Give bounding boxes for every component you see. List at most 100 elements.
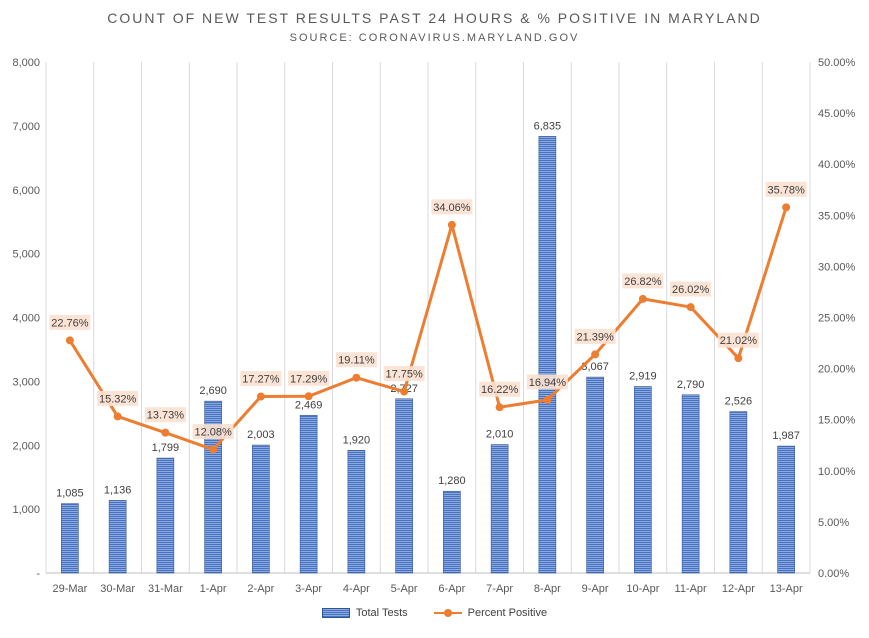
- bar: [108, 500, 127, 574]
- line-label-background: [49, 314, 91, 330]
- line-point: [113, 412, 122, 421]
- category-label: 6-Apr: [438, 583, 465, 595]
- legend-swatch-line: [433, 608, 462, 618]
- legend-swatch-bar: [321, 608, 350, 618]
- bar: [634, 386, 652, 574]
- legend-item-percent-positive: Percent Positive: [433, 607, 547, 619]
- line-label-background: [288, 370, 330, 386]
- line-point: [495, 403, 504, 412]
- line-point: [304, 392, 313, 401]
- bar: [681, 394, 700, 574]
- bar-data-label: 2,919: [629, 371, 657, 383]
- chart-subtitle: SOURCE: CORONAVIRUS.MARYLAND.GOV: [289, 32, 580, 44]
- category-label: 9-Apr: [582, 583, 609, 595]
- right-axis-tick-label: 30.00%: [818, 261, 856, 273]
- right-axis-tick-label: 25.00%: [818, 313, 856, 325]
- line-label-background: [670, 281, 712, 297]
- bar: [252, 444, 270, 574]
- line-label-background: [144, 407, 186, 423]
- bar: [729, 411, 748, 574]
- bar-data-label: 2,790: [677, 379, 705, 391]
- left-axis-tick-label: 7,000: [12, 121, 40, 133]
- line-label-background: [335, 352, 377, 368]
- bar: [156, 457, 175, 574]
- line-data-label: 35.78%: [767, 184, 805, 196]
- line-data-label: 19.11%: [338, 355, 375, 367]
- category-label: 5-Apr: [391, 583, 418, 595]
- chart-title: COUNT OF NEW TEST RESULTS PAST 24 HOURS …: [107, 10, 762, 26]
- category-label: 8-Apr: [534, 583, 561, 595]
- line-point: [686, 303, 695, 312]
- bar-data-label: 1,987: [772, 430, 800, 442]
- line-label-background: [383, 366, 425, 382]
- left-axis-tick-label: 8,000: [12, 57, 40, 69]
- line-data-label: 26.02%: [672, 284, 710, 296]
- line-label-background: [479, 381, 521, 397]
- bar: [61, 503, 79, 574]
- bar-data-label: 1,280: [438, 475, 466, 487]
- series-line-percent-positive: [68, 206, 788, 452]
- legend-label-total-tests: Total Tests: [355, 607, 408, 619]
- line-data-label: 15.32%: [99, 393, 137, 405]
- line-data-label: 13.73%: [147, 410, 185, 422]
- bar-data-label: 2,469: [295, 399, 323, 411]
- right-axis-tick-label: 0.00%: [818, 568, 849, 580]
- line-label-background: [240, 371, 282, 387]
- left-axis-tick-label: -: [36, 568, 40, 580]
- category-label: 3-Apr: [295, 583, 322, 595]
- line-data-label: 16.22%: [481, 384, 519, 396]
- bar-data-label: 1,136: [104, 484, 132, 496]
- left-axis-tick-label: 5,000: [12, 249, 40, 261]
- right-axis-tick-label: 15.00%: [818, 415, 856, 427]
- line-label-background: [431, 199, 473, 215]
- line-point: [447, 220, 456, 229]
- left-axis-tick-label: 6,000: [12, 185, 40, 197]
- line-point: [782, 203, 791, 212]
- bar: [395, 398, 413, 574]
- right-axis-tick-label: 20.00%: [818, 364, 856, 376]
- line-point: [256, 392, 265, 401]
- category-label: 29-Mar: [52, 583, 87, 595]
- bar: [538, 136, 557, 574]
- bar-data-label: 2,003: [247, 429, 275, 441]
- bar: [586, 376, 604, 574]
- line-data-label: 21.39%: [576, 331, 614, 343]
- right-axis-tick-label: 10.00%: [818, 466, 856, 478]
- legend-item-total-tests: Total Tests: [321, 607, 408, 619]
- line-data-label: 17.75%: [385, 369, 423, 381]
- chart-legend: Total Tests Percent Positive: [0, 607, 869, 619]
- left-axis-tick-label: 3,000: [12, 376, 40, 388]
- right-axis-tick-label: 40.00%: [818, 159, 856, 171]
- line-data-label: 17.29%: [290, 373, 328, 385]
- right-axis-tick-label: 35.00%: [818, 210, 856, 222]
- bar-data-label: 3,067: [581, 361, 609, 373]
- left-axis-tick-label: 1,000: [12, 504, 40, 516]
- bar: [347, 450, 366, 574]
- line-point: [352, 373, 361, 382]
- bar-data-label: 1,799: [152, 442, 180, 454]
- line-point: [734, 354, 743, 363]
- line-label-background: [526, 374, 568, 390]
- line-point: [543, 395, 552, 404]
- line-label-background: [97, 390, 139, 406]
- line-data-label: 21.02%: [720, 335, 758, 347]
- left-axis-tick-label: 2,000: [12, 440, 40, 452]
- line-point: [161, 428, 170, 437]
- line-data-label: 26.82%: [624, 276, 662, 288]
- bar-data-label: 1,920: [343, 434, 371, 446]
- bar-data-label: 6,835: [534, 120, 562, 132]
- bar: [490, 444, 509, 574]
- category-label: 7-Apr: [486, 583, 513, 595]
- left-axis-tick-label: 4,000: [12, 313, 40, 325]
- category-label: 30-Mar: [100, 583, 135, 595]
- line-label-background: [765, 181, 807, 197]
- category-label: 4-Apr: [343, 583, 370, 595]
- line-data-label: 22.76%: [51, 317, 89, 329]
- category-label: 13-Apr: [770, 583, 803, 595]
- line-label-background: [622, 273, 664, 289]
- category-label: 10-Apr: [626, 583, 659, 595]
- bar-data-label: 2,526: [725, 396, 753, 408]
- category-label: 1-Apr: [200, 583, 227, 595]
